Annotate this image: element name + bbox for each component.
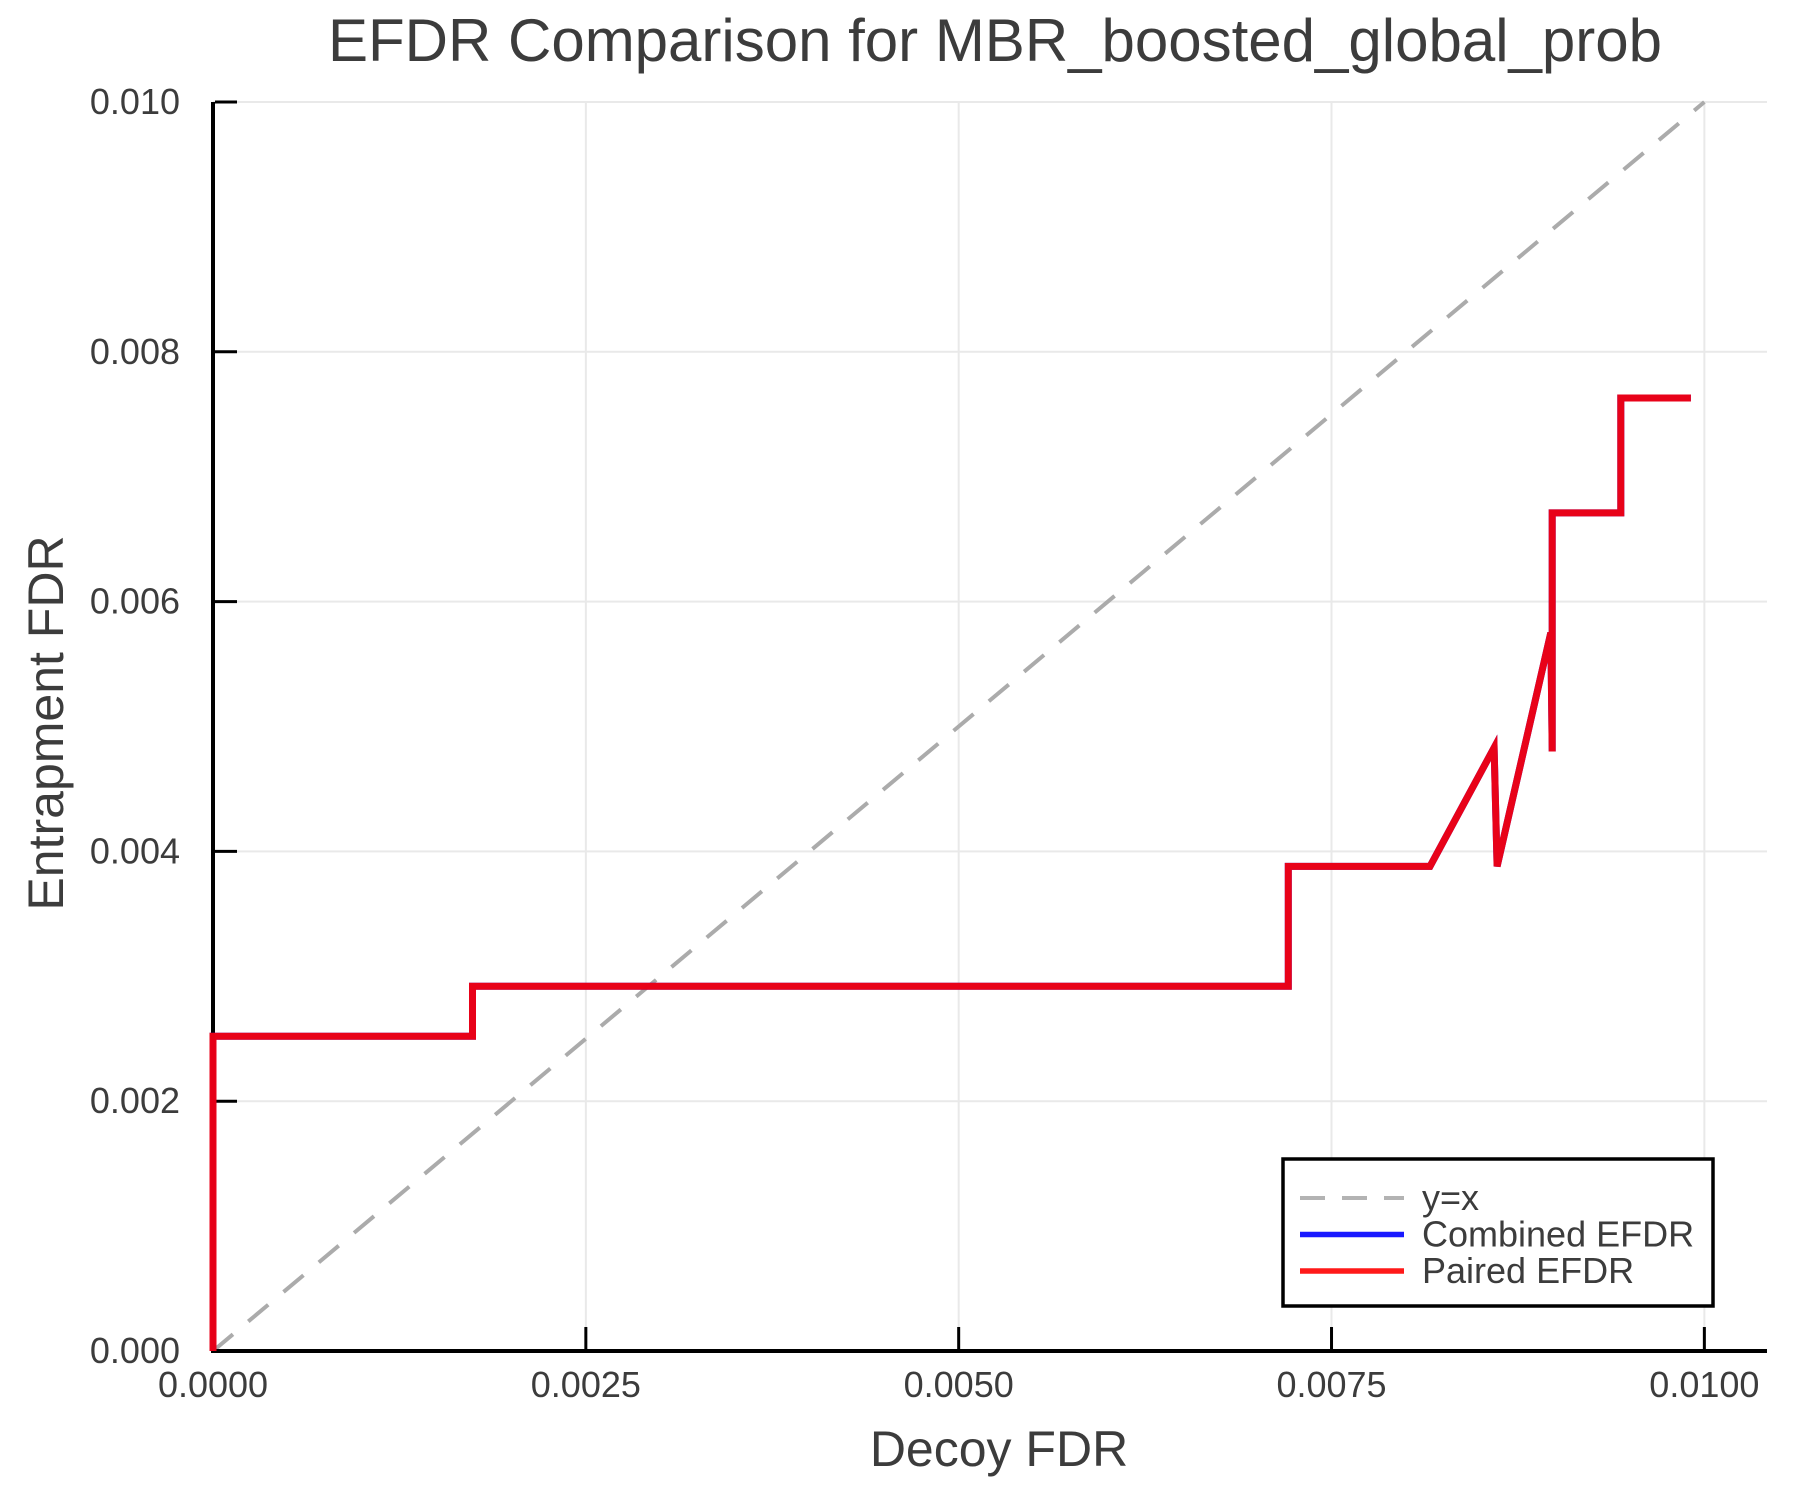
y-tick-label: 0.000 <box>90 1330 180 1371</box>
x-tick-label: 0.0100 <box>1649 1364 1759 1405</box>
legend-label-combined-efdr: Combined EFDR <box>1422 1214 1694 1255</box>
x-tick-label: 0.0075 <box>1276 1364 1386 1405</box>
series-paired-efdr <box>209 394 1691 1351</box>
legend-label-y-x: y=x <box>1422 1177 1479 1218</box>
y-tick-label: 0.008 <box>90 331 180 372</box>
y-tick-label: 0.006 <box>90 581 180 622</box>
x-tick-label: 0.0050 <box>904 1364 1014 1405</box>
y-tick-label: 0.004 <box>90 830 180 871</box>
y-tick-label: 0.002 <box>90 1080 180 1121</box>
x-tick-label: 0.0000 <box>158 1364 268 1405</box>
y-axis-spine <box>211 102 215 1353</box>
legend-label-paired-efdr: Paired EFDR <box>1422 1250 1634 1291</box>
y-tick-label: 0.010 <box>90 81 180 122</box>
x-axis-spine <box>211 1349 1767 1353</box>
chart-title: EFDR Comparison for MBR_boosted_global_p… <box>327 7 1663 74</box>
x-axis-label: Decoy FDR <box>869 1421 1129 1477</box>
identity-line <box>211 100 1706 1353</box>
x-tick-label: 0.0025 <box>531 1364 641 1405</box>
